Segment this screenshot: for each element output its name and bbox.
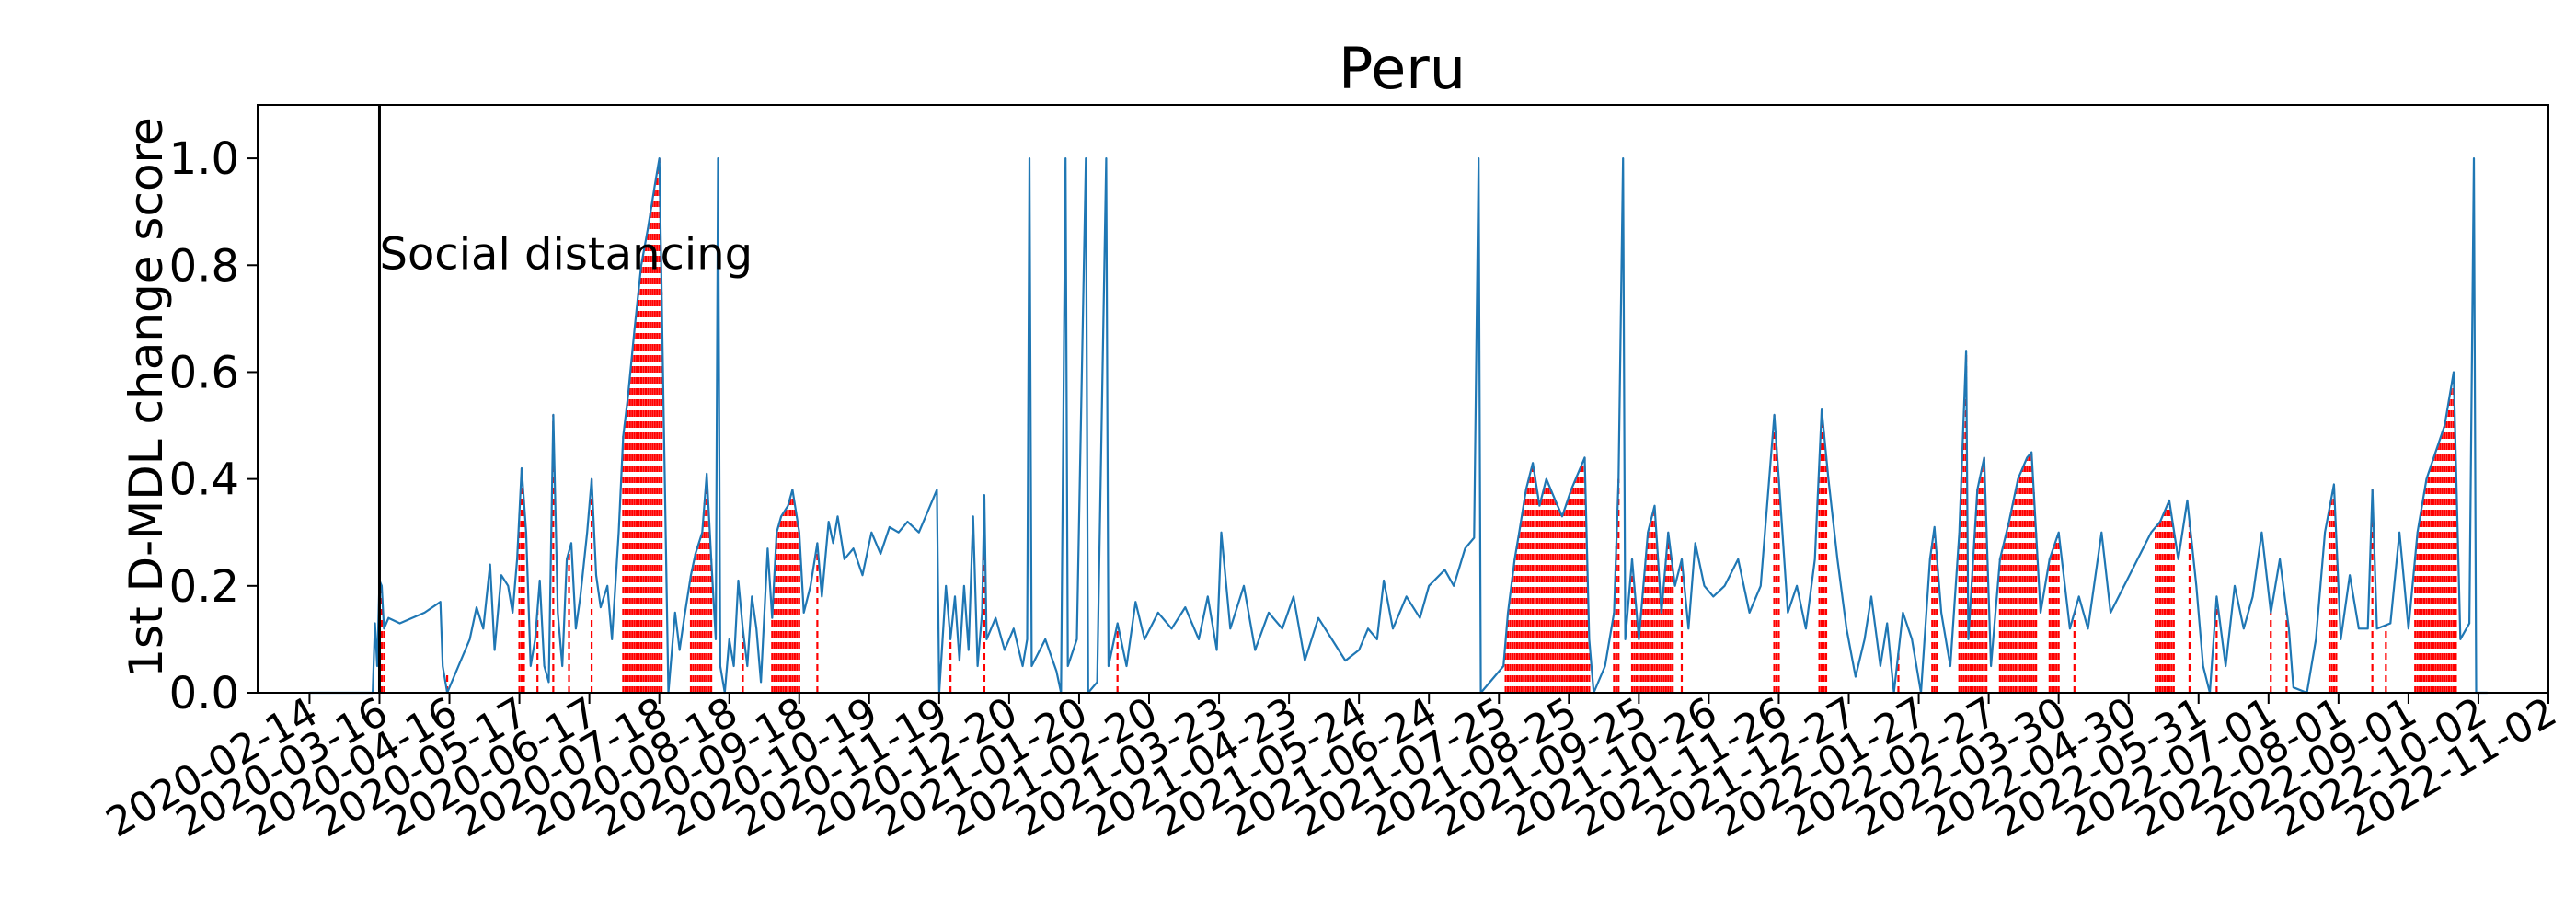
- alarm-markers: [378, 158, 2457, 693]
- y-tick-label: 0.6: [169, 347, 239, 398]
- y-tick-label: 0.8: [169, 240, 239, 292]
- y-axis-label: 1st D-MDL change score: [120, 117, 173, 678]
- y-tick-label: 1.0: [169, 133, 239, 185]
- annotations: Social distancing: [377, 105, 753, 693]
- x-axis-ticks: 2020-02-142020-03-162020-04-162020-05-17…: [98, 688, 2565, 846]
- chart-title: Peru: [1339, 35, 1466, 102]
- plot-frame: [257, 104, 2549, 694]
- annotation-label: Social distancing: [379, 229, 753, 281]
- y-axis-ticks: 0.0 0.2 0.4 0.6 0.8 1.0: [169, 133, 258, 719]
- y-tick-label: 0.4: [169, 454, 239, 506]
- y-tick-label: 0.2: [169, 561, 239, 613]
- series-line: [309, 157, 2488, 695]
- series-lines: [309, 157, 2488, 695]
- y-tick-label: 0.0: [169, 668, 239, 719]
